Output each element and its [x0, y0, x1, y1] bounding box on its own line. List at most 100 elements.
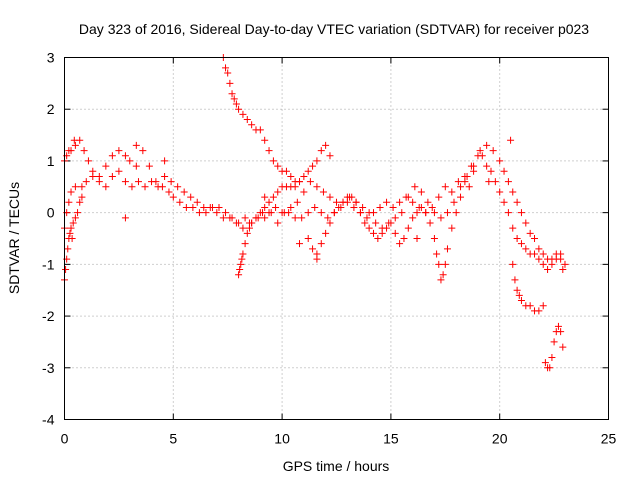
data-point — [304, 235, 312, 242]
x-tick-label: 15 — [383, 431, 399, 447]
data-point — [256, 209, 264, 217]
data-point — [457, 193, 465, 201]
data-point — [470, 167, 478, 175]
data-point — [232, 100, 240, 108]
data-point — [511, 276, 519, 284]
data-point — [356, 209, 364, 217]
data-point — [296, 178, 304, 186]
data-point — [82, 178, 90, 186]
data-point — [235, 271, 243, 279]
data-point — [487, 167, 495, 175]
data-point — [485, 178, 493, 186]
data-point — [359, 203, 367, 211]
data-point — [428, 203, 436, 211]
data-point — [272, 203, 280, 211]
data-point — [552, 250, 560, 258]
data-point — [539, 250, 547, 258]
data-point — [430, 209, 438, 217]
y-axis-label: SDTVAR / TECUs — [6, 182, 22, 294]
data-point — [504, 209, 512, 217]
data-point — [363, 214, 371, 222]
data-point — [404, 193, 412, 201]
y-tick-labels: -4 -3 -2 -1 0 1 2 3 — [42, 50, 55, 428]
data-point — [261, 203, 269, 211]
data-point — [372, 219, 380, 227]
data-point — [78, 183, 86, 191]
data-point — [541, 359, 549, 367]
data-point — [126, 157, 134, 165]
x-tick-label: 20 — [492, 431, 508, 447]
data-point — [213, 209, 221, 217]
data-point — [78, 193, 86, 201]
data-point — [265, 198, 273, 206]
data-point — [261, 193, 269, 201]
data-point — [71, 183, 79, 191]
data-point — [422, 209, 430, 217]
data-point — [69, 219, 77, 227]
data-points — [61, 54, 569, 372]
data-point — [526, 302, 534, 310]
data-point — [559, 266, 567, 274]
data-point — [383, 198, 391, 206]
y-tick-label: -3 — [42, 360, 55, 376]
data-point — [515, 291, 523, 299]
data-point — [102, 162, 110, 170]
data-point — [483, 141, 491, 149]
data-point — [330, 209, 338, 217]
data-point — [139, 147, 147, 155]
data-point — [413, 235, 421, 242]
data-point — [222, 64, 230, 72]
data-point — [461, 178, 469, 186]
x-tick-label: 25 — [601, 431, 617, 447]
data-point — [513, 235, 521, 242]
data-point — [309, 162, 317, 170]
data-point — [426, 219, 434, 227]
data-point — [441, 183, 449, 191]
data-point — [539, 302, 547, 310]
data-point — [236, 266, 244, 274]
data-point — [504, 178, 512, 186]
data-point — [189, 203, 197, 211]
data-point — [280, 209, 288, 217]
data-point — [557, 328, 565, 336]
data-point — [374, 235, 382, 242]
data-point — [65, 198, 73, 206]
data-point — [441, 260, 449, 268]
data-point — [535, 245, 543, 253]
data-point — [187, 193, 195, 201]
series-outliers — [68, 136, 515, 263]
data-point — [539, 260, 547, 268]
data-point — [463, 172, 471, 180]
data-point — [348, 193, 356, 201]
data-point — [287, 172, 295, 180]
data-point — [200, 203, 208, 211]
data-point — [546, 364, 554, 372]
data-point — [507, 136, 515, 144]
data-point — [121, 214, 129, 222]
data-point — [500, 198, 508, 206]
data-point — [409, 214, 417, 222]
data-point — [298, 214, 306, 222]
data-point — [115, 167, 123, 175]
data-point — [517, 240, 525, 248]
data-point — [322, 229, 330, 237]
data-point — [95, 172, 103, 180]
data-point — [141, 183, 149, 191]
data-point — [326, 152, 334, 160]
y-tick-label: 3 — [47, 50, 55, 66]
data-point — [317, 147, 325, 155]
data-point — [433, 250, 441, 258]
data-point — [80, 147, 88, 155]
data-point — [457, 183, 465, 191]
data-point — [535, 255, 543, 263]
data-point — [513, 198, 521, 206]
data-point — [161, 172, 169, 180]
data-point — [548, 353, 556, 361]
data-point — [176, 198, 184, 206]
data-point — [557, 255, 565, 263]
data-point — [335, 203, 343, 211]
x-tick-label: 10 — [274, 431, 290, 447]
data-point — [71, 141, 79, 149]
data-point — [134, 178, 142, 186]
x-tick-label: 0 — [61, 431, 69, 447]
